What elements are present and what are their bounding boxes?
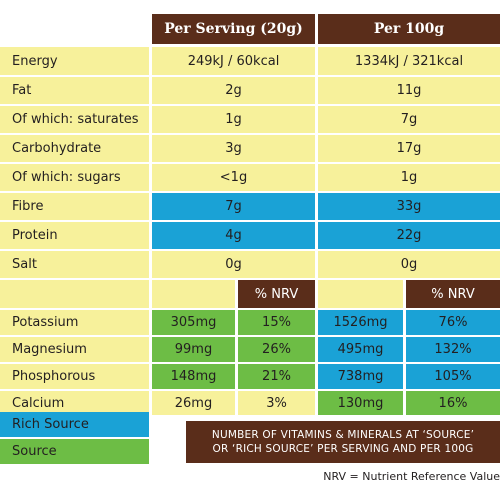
serving-nrv-header: % NRV xyxy=(238,280,315,308)
energy-serving: 249kJ / 60kcal xyxy=(152,47,315,75)
row-label-energy: Energy xyxy=(0,47,149,75)
row-label-potassium: Potassium xyxy=(0,310,149,335)
row-label-saturates: Of which: saturates xyxy=(0,106,149,133)
fibre-per100: 33g xyxy=(318,193,500,220)
phosphorous-serving-nrv: 21% xyxy=(238,364,315,389)
row-label-phosphorous: Phosphorous xyxy=(0,364,149,389)
energy-per100: 1334kJ / 321kcal xyxy=(318,47,500,75)
row-label-calcium: Calcium xyxy=(0,391,149,415)
phosphorous-per100-nrv: 105% xyxy=(406,364,500,389)
saturates-serving: 1g xyxy=(152,106,315,133)
row-label-magnesium: Magnesium xyxy=(0,337,149,362)
header-per-serving: Per Serving (20g) xyxy=(152,14,315,44)
potassium-serving-nrv: 15% xyxy=(238,310,315,335)
fat-serving: 2g xyxy=(152,77,315,104)
header-per-100g: Per 100g xyxy=(318,14,500,44)
nrv-header-spacer xyxy=(0,280,149,308)
carbohydrate-per100: 17g xyxy=(318,135,500,162)
phosphorous-serving: 148mg xyxy=(152,364,235,389)
fibre-serving: 7g xyxy=(152,193,315,220)
calcium-per100-nrv: 16% xyxy=(406,391,500,415)
phosphorous-per100: 738mg xyxy=(318,364,403,389)
protein-per100: 22g xyxy=(318,222,500,249)
calcium-serving-nrv: 3% xyxy=(238,391,315,415)
salt-serving: 0g xyxy=(152,251,315,278)
potassium-per100-nrv: 76% xyxy=(406,310,500,335)
row-label-protein: Protein xyxy=(0,222,149,249)
magnesium-per100: 495mg xyxy=(318,337,403,362)
nrv-footnote: NRV = Nutrient Reference Value xyxy=(323,470,500,483)
nrv-header-spacer-serving xyxy=(152,280,235,308)
carbohydrate-serving: 3g xyxy=(152,135,315,162)
row-label-fat: Fat xyxy=(0,77,149,104)
calcium-per100: 130mg xyxy=(318,391,403,415)
legend-rich-source: Rich Source xyxy=(0,412,149,437)
per100-nrv-header: % NRV xyxy=(406,280,500,308)
row-label-fibre: Fibre xyxy=(0,193,149,220)
row-label-salt: Salt xyxy=(0,251,149,278)
nrv-header-spacer-per100 xyxy=(318,280,403,308)
sugars-serving: <1g xyxy=(152,164,315,191)
source-note-box: NUMBER OF VITAMINS & MINERALS AT ‘SOURCE… xyxy=(186,421,500,463)
row-label-carbohydrate: Carbohydrate xyxy=(0,135,149,162)
potassium-per100: 1526mg xyxy=(318,310,403,335)
protein-serving: 4g xyxy=(152,222,315,249)
magnesium-serving: 99mg xyxy=(152,337,235,362)
saturates-per100: 7g xyxy=(318,106,500,133)
magnesium-serving-nrv: 26% xyxy=(238,337,315,362)
source-note-line-2: OR ‘RICH SOURCE’ PER SERVING AND PER 100… xyxy=(212,443,474,455)
fat-per100: 11g xyxy=(318,77,500,104)
salt-per100: 0g xyxy=(318,251,500,278)
sugars-per100: 1g xyxy=(318,164,500,191)
calcium-serving: 26mg xyxy=(152,391,235,415)
source-note-line-1: NUMBER OF VITAMINS & MINERALS AT ‘SOURCE… xyxy=(211,428,475,441)
legend-source: Source xyxy=(0,439,149,464)
potassium-serving: 305mg xyxy=(152,310,235,335)
magnesium-per100-nrv: 132% xyxy=(406,337,500,362)
row-label-sugars: Of which: sugars xyxy=(0,164,149,191)
